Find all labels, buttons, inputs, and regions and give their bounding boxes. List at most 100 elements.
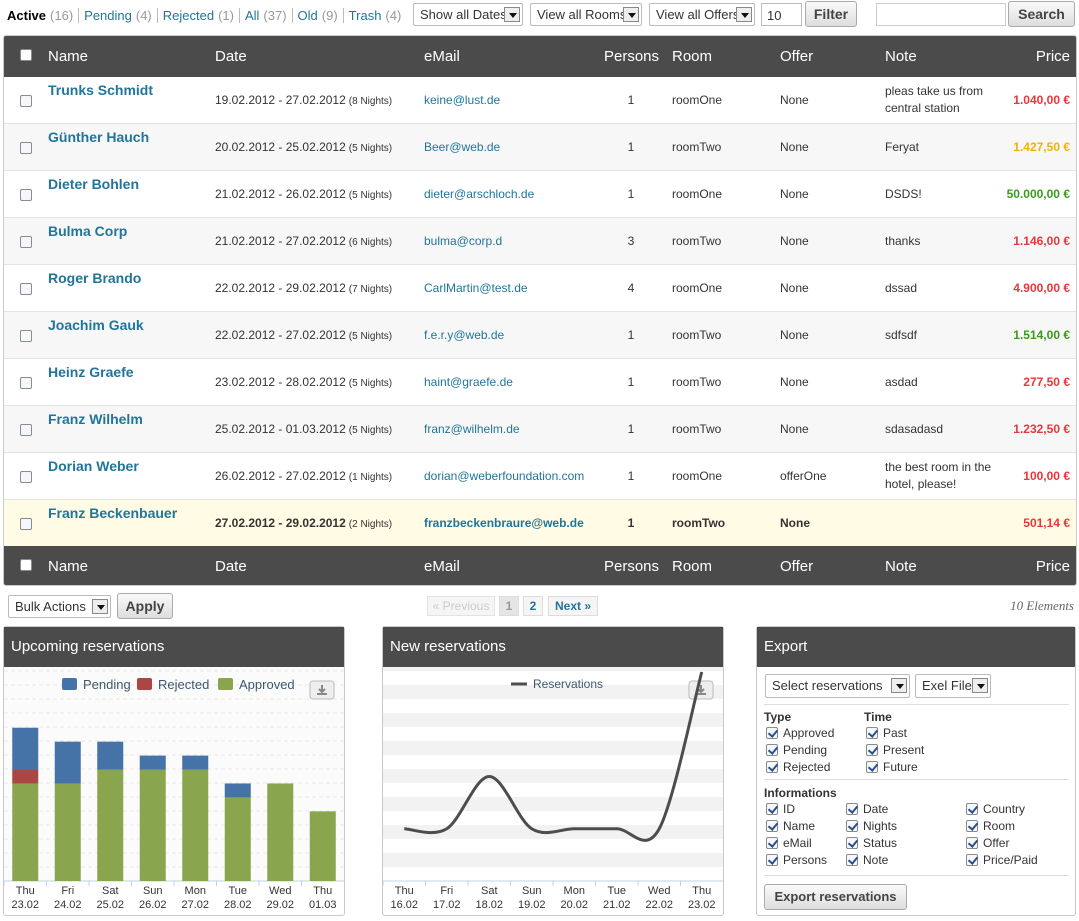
legend-label: Approved	[239, 677, 295, 692]
button[interactable]: Export reservations	[764, 884, 907, 910]
status-label: Active	[7, 8, 47, 23]
plot-band	[383, 685, 723, 699]
guest-name[interactable]: Günther Hauch	[48, 129, 150, 145]
table-row: Trunks Schmidt 19.02.2012 - 27.02.2012 (8 …	[4, 77, 1076, 124]
button[interactable]: Apply	[117, 593, 173, 619]
checkbox[interactable]	[766, 744, 778, 756]
checkbox[interactable]	[20, 330, 32, 342]
checkbox[interactable]	[966, 837, 978, 849]
email[interactable]: bulma@corp.d	[424, 234, 503, 248]
email[interactable]: CarlMartin@test.de	[424, 281, 528, 295]
checkbox[interactable]	[766, 820, 778, 832]
button[interactable]: Search	[1008, 1, 1075, 27]
status-link[interactable]: Pending (4)	[78, 8, 152, 23]
email[interactable]: Beer@web.de	[424, 140, 501, 154]
checkbox-label: Rejected	[783, 760, 831, 774]
status-link[interactable]: All (37)	[238, 8, 287, 23]
checkbox[interactable]	[846, 820, 858, 832]
room: roomOne	[672, 469, 723, 483]
checkbox-label: eMail	[783, 836, 812, 850]
checkbox[interactable]	[20, 424, 32, 436]
guest-name[interactable]: Heinz Graefe	[48, 364, 134, 380]
select-arrow	[972, 678, 988, 693]
checkbox[interactable]	[866, 761, 878, 773]
checkbox[interactable]	[966, 820, 978, 832]
date-cell: 26.02.2012 - 27.02.2012 (1 Nights)	[215, 469, 392, 483]
checkbox-label: Nights	[863, 819, 898, 833]
email[interactable]: franzbeckenbraure@web.de	[424, 516, 584, 530]
checkbox[interactable]	[20, 559, 32, 571]
checkbox-label: Offer	[983, 836, 1010, 850]
offer: offerOne	[780, 469, 827, 483]
checkbox[interactable]	[866, 727, 878, 739]
button[interactable]: Filter	[805, 1, 857, 27]
column-header: Date	[215, 48, 247, 65]
checkbox[interactable]	[20, 283, 32, 295]
guest-name[interactable]: Dorian Weber	[48, 458, 139, 474]
email[interactable]: dorian@weberfoundation.com	[424, 469, 585, 483]
guest-name[interactable]: Trunks Schmidt	[48, 82, 154, 98]
select[interactable]: Exel File	[915, 674, 991, 698]
bar-segment	[182, 769, 209, 881]
checkbox[interactable]	[866, 744, 878, 756]
guest-name[interactable]: Franz Wilhelm	[48, 411, 143, 427]
checkbox[interactable]	[20, 189, 32, 201]
date-cell: 19.02.2012 - 27.02.2012 (8 Nights)	[215, 93, 392, 107]
checkbox[interactable]	[766, 803, 778, 815]
table-row: Joachim Gauk 22.02.2012 - 27.02.2012 (5 Ni…	[4, 312, 1076, 359]
bar-segment	[182, 755, 209, 770]
email[interactable]: haint@graefe.de	[424, 375, 513, 389]
checkbox[interactable]	[766, 854, 778, 866]
checkbox[interactable]	[20, 471, 32, 483]
guest-name[interactable]: Joachim Gauk	[48, 317, 144, 333]
checkbox[interactable]	[846, 854, 858, 866]
guest-name[interactable]: Bulma Corp	[48, 223, 128, 239]
checkbox[interactable]	[966, 854, 978, 866]
x-tick-label: Sun 26.02	[138, 885, 167, 911]
checkbox[interactable]	[20, 377, 32, 389]
per-page-input[interactable]: 10	[761, 3, 802, 26]
select[interactable]: View all Rooms	[530, 3, 642, 26]
select[interactable]: Select reservations	[765, 674, 910, 698]
status-count: (1)	[218, 8, 234, 23]
select[interactable]: Bulk Actions	[8, 595, 111, 618]
checkbox[interactable]	[846, 803, 858, 815]
checkbox[interactable]	[766, 761, 778, 773]
checkbox[interactable]	[20, 518, 32, 530]
note: thanks	[885, 218, 995, 264]
checkbox-label: Note	[863, 853, 889, 867]
select-arrow	[504, 7, 520, 22]
search-input[interactable]	[876, 3, 1006, 26]
guest-name[interactable]: Franz Beckenbauer	[48, 505, 178, 521]
page-button[interactable]: 2	[523, 596, 543, 616]
email[interactable]: keine@lust.de	[424, 93, 501, 107]
checkbox[interactable]	[766, 837, 778, 849]
checkbox[interactable]	[20, 142, 32, 154]
status-link[interactable]: Old (9)	[291, 8, 338, 23]
price: 1.232,50 €	[1013, 422, 1070, 436]
checkbox[interactable]	[966, 803, 978, 815]
checkbox[interactable]	[20, 236, 32, 248]
bar-segment	[224, 783, 251, 798]
room: roomTwo	[672, 422, 722, 436]
email[interactable]: franz@wilhelm.de	[424, 422, 520, 436]
status-link[interactable]: Active (16)	[7, 8, 73, 23]
guest-name[interactable]: Roger Brando	[48, 270, 142, 286]
next-button[interactable]: Next »	[548, 596, 598, 616]
date-range: 21.02.2012 - 26.02.2012	[215, 187, 346, 201]
checkbox[interactable]	[766, 727, 778, 739]
bar-segment	[224, 797, 251, 881]
status-link[interactable]: Rejected (1)	[156, 8, 234, 23]
email[interactable]: f.e.r.y@web.de	[424, 328, 505, 342]
checkbox[interactable]	[20, 49, 32, 61]
x-tick-label: Thu 23.02	[11, 885, 40, 911]
select[interactable]: View all Offers	[649, 3, 755, 26]
checkbox[interactable]	[846, 837, 858, 849]
select-text: Show all Dates	[420, 7, 507, 22]
email[interactable]: dieter@arschloch.de	[424, 187, 535, 201]
checkbox[interactable]	[20, 95, 32, 107]
status-link[interactable]: Trash (4)	[342, 8, 401, 23]
select[interactable]: Show all Dates	[413, 3, 523, 26]
x-tick-label: Tue 28.02	[223, 885, 252, 911]
guest-name[interactable]: Dieter Bohlen	[48, 176, 140, 192]
